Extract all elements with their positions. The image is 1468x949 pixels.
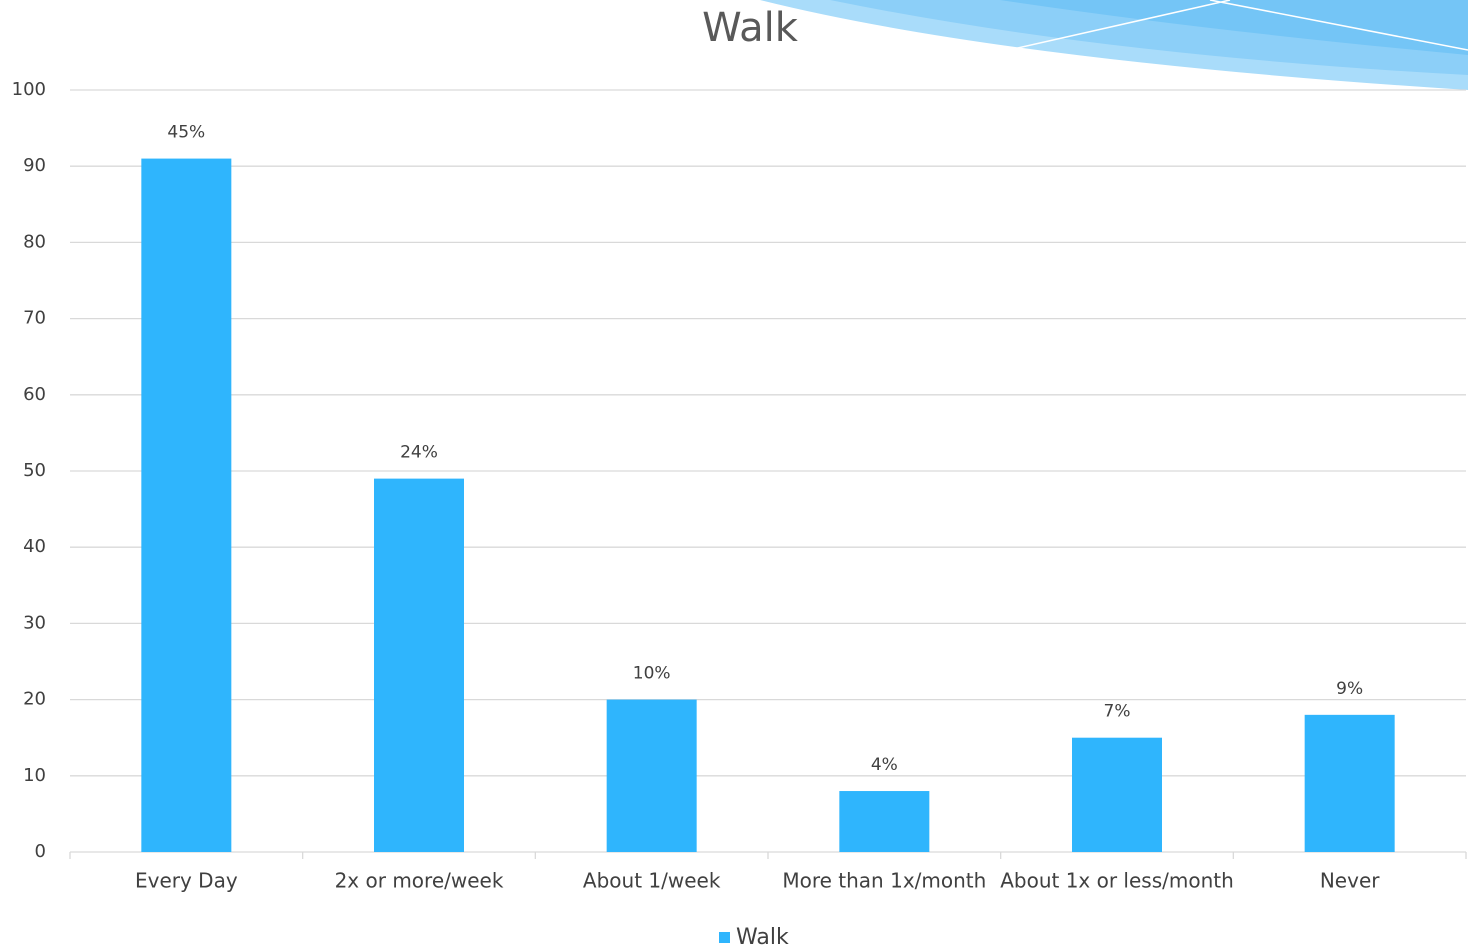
data-label: 45%: [167, 123, 205, 143]
legend-label: Walk: [736, 925, 789, 949]
y-tick-label: 10: [23, 765, 46, 786]
y-tick-label: 70: [23, 308, 46, 329]
y-tick-label: 60: [23, 384, 46, 405]
bar: [606, 699, 697, 852]
y-tick-label: 20: [23, 689, 46, 710]
y-tick-label: 50: [23, 460, 46, 481]
y-tick-label: 80: [23, 231, 46, 252]
bar: [374, 478, 464, 852]
y-tick-label: 30: [23, 612, 46, 633]
data-label: 9%: [1336, 679, 1363, 699]
x-tick-label: About 1x or less/month: [1000, 869, 1234, 893]
bar: [839, 791, 930, 852]
data-label: 10%: [633, 664, 671, 684]
chart-title: Walk: [702, 5, 799, 51]
data-label: 24%: [400, 443, 438, 463]
legend-swatch: [719, 932, 730, 943]
x-tick-label: Never: [1320, 869, 1380, 893]
x-tick-label: About 1/week: [583, 869, 721, 893]
y-tick-label: 0: [35, 841, 46, 862]
bar: [1072, 737, 1162, 852]
bar: [141, 158, 232, 852]
y-tick-label: 90: [23, 155, 46, 176]
decoration: [760, 0, 1468, 90]
x-tick-label: 2x or more/week: [335, 869, 504, 893]
x-tick-label: Every Day: [135, 869, 238, 893]
y-tick-label: 100: [12, 79, 46, 100]
data-label: 7%: [1104, 702, 1131, 722]
bar: [1304, 714, 1395, 852]
y-tick-label: 40: [23, 536, 46, 557]
x-tick-label: More than 1x/month: [782, 869, 986, 893]
data-label: 4%: [871, 755, 898, 775]
